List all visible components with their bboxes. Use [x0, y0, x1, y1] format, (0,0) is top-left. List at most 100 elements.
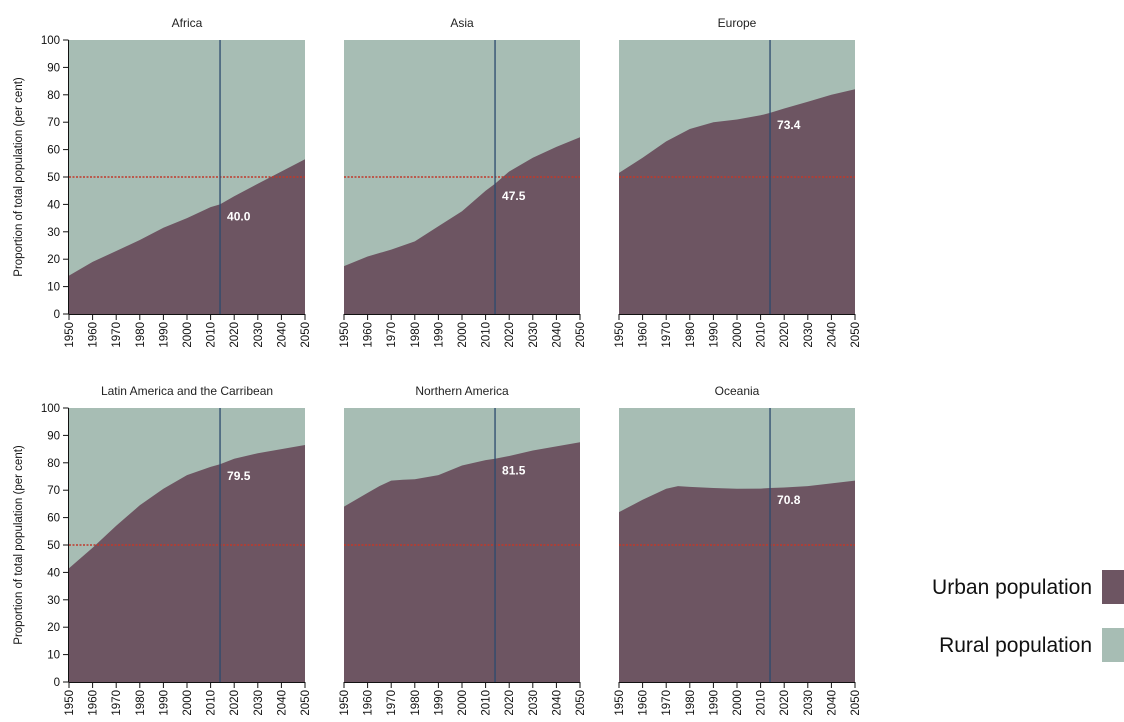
x-tick-label: 1970	[386, 690, 398, 716]
x-tick-label: 2020	[504, 690, 516, 716]
x-tick-label: 2050	[300, 322, 312, 348]
x-tick-label: 2010	[481, 322, 493, 348]
panel-title: Africa	[172, 16, 203, 30]
panel-title: Latin America and the Carribean	[101, 384, 273, 398]
x-tick-label: 1950	[614, 322, 626, 348]
y-tick-label: 40	[47, 199, 60, 211]
x-tick-label: 2040	[551, 322, 563, 348]
y-tick-label: 70	[47, 117, 60, 129]
x-tick-label: 2030	[803, 690, 815, 716]
y-tick-label: 100	[41, 35, 60, 47]
y-tick-label: 0	[54, 309, 60, 321]
y-tick-label: 60	[47, 145, 60, 157]
x-tick-label: 1980	[135, 322, 147, 348]
x-tick-label: 2020	[229, 322, 241, 348]
x-tick-label: 1990	[708, 690, 720, 716]
x-tick-label: 2000	[732, 690, 744, 716]
y-tick-label: 40	[47, 567, 60, 579]
x-tick-label: 1980	[410, 690, 422, 716]
x-tick-label: 2000	[182, 322, 194, 348]
x-tick-label: 1950	[614, 690, 626, 716]
x-tick-label: 1970	[661, 322, 673, 348]
y-tick-label: 60	[47, 513, 60, 525]
x-tick-label: 1950	[64, 690, 76, 716]
x-tick-label: 1990	[433, 322, 445, 348]
x-tick-label: 1970	[661, 690, 673, 716]
x-tick-label: 1950	[64, 322, 76, 348]
x-tick-label: 2030	[253, 690, 265, 716]
x-tick-label: 2040	[826, 690, 838, 716]
legend-label-urban: Urban population	[932, 576, 1092, 599]
x-tick-label: 2050	[575, 322, 587, 348]
y-tick-label: 90	[47, 62, 60, 74]
panel-title: Oceania	[715, 384, 760, 398]
y-tick-label: 30	[47, 227, 60, 239]
x-tick-label: 2050	[850, 322, 862, 348]
marker-value-label: 81.5	[502, 464, 526, 478]
x-tick-label: 1970	[111, 690, 123, 716]
x-tick-label: 2030	[253, 322, 265, 348]
urban-area	[344, 442, 580, 682]
y-tick-label: 50	[47, 172, 60, 184]
panel-title: Northern America	[415, 384, 509, 398]
x-tick-label: 2050	[575, 690, 587, 716]
x-tick-label: 2000	[457, 690, 469, 716]
x-tick-label: 1960	[88, 690, 100, 716]
legend-swatch-urban	[1102, 570, 1124, 604]
y-tick-label: 90	[47, 430, 60, 442]
x-tick-label: 2000	[732, 322, 744, 348]
x-tick-label: 2040	[276, 690, 288, 716]
y-tick-label: 80	[47, 90, 60, 102]
x-tick-label: 2040	[551, 690, 563, 716]
x-tick-label: 1960	[363, 690, 375, 716]
x-tick-label: 1960	[88, 322, 100, 348]
x-tick-label: 1960	[638, 322, 650, 348]
y-tick-label: 80	[47, 458, 60, 470]
x-tick-label: 1990	[433, 690, 445, 716]
x-tick-label: 2010	[206, 322, 218, 348]
x-tick-label: 2030	[803, 322, 815, 348]
x-tick-label: 1990	[708, 322, 720, 348]
y-tick-label: 100	[41, 403, 60, 415]
x-tick-label: 1980	[685, 690, 697, 716]
x-tick-label: 2010	[481, 690, 493, 716]
y-axis-label: Proportion of total population (per cent…	[13, 445, 25, 645]
y-tick-label: 10	[47, 650, 60, 662]
x-tick-label: 2040	[276, 322, 288, 348]
x-tick-label: 1960	[363, 322, 375, 348]
urban-area	[619, 89, 855, 314]
y-tick-label: 50	[47, 540, 60, 552]
y-tick-label: 10	[47, 282, 60, 294]
x-tick-label: 2030	[528, 322, 540, 348]
x-tick-label: 2050	[300, 690, 312, 716]
x-tick-label: 2000	[182, 690, 194, 716]
x-tick-label: 1950	[339, 322, 351, 348]
urban-area	[344, 137, 580, 314]
x-tick-label: 1960	[638, 690, 650, 716]
x-tick-label: 1980	[135, 690, 147, 716]
x-tick-label: 2020	[229, 690, 241, 716]
urban-area	[619, 480, 855, 682]
y-axis-label: Proportion of total population (per cent…	[13, 77, 25, 277]
x-tick-label: 1970	[111, 322, 123, 348]
x-tick-label: 2030	[528, 690, 540, 716]
legend-swatch-rural	[1102, 628, 1124, 662]
x-tick-label: 2020	[504, 322, 516, 348]
x-tick-label: 1980	[410, 322, 422, 348]
marker-value-label: 70.8	[777, 493, 801, 507]
y-tick-label: 0	[54, 677, 60, 689]
x-tick-label: 1970	[386, 322, 398, 348]
marker-value-label: 40.0	[227, 209, 251, 223]
urban-area	[69, 445, 305, 682]
x-tick-label: 1990	[158, 690, 170, 716]
marker-value-label: 47.5	[502, 189, 526, 203]
x-tick-label: 2000	[457, 322, 469, 348]
panel-title: Asia	[450, 16, 474, 30]
marker-value-label: 73.4	[777, 118, 801, 132]
y-tick-label: 20	[47, 254, 60, 266]
y-tick-label: 30	[47, 595, 60, 607]
x-tick-label: 2020	[779, 690, 791, 716]
x-tick-label: 2020	[779, 322, 791, 348]
panel-title: Europe	[718, 16, 757, 30]
x-tick-label: 2050	[850, 690, 862, 716]
